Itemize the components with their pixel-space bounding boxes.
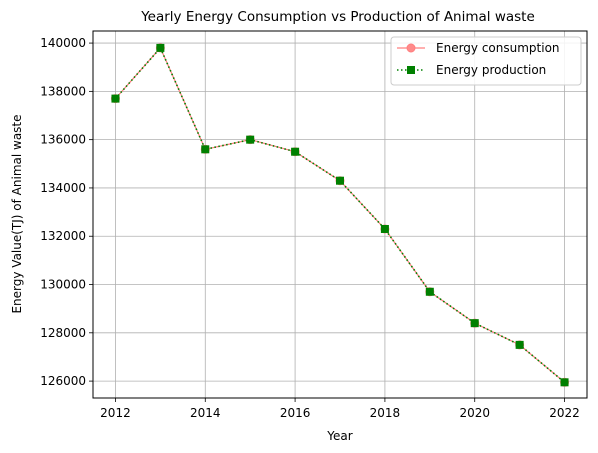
- legend-marker-consumption: [406, 43, 416, 53]
- y-tick-label: 140000: [40, 36, 86, 50]
- x-tick-label: 2012: [100, 406, 131, 420]
- data-point: [470, 319, 479, 328]
- data-point: [201, 145, 210, 154]
- chart-title: Yearly Energy Consumption vs Production …: [140, 9, 535, 25]
- series-layer: [110, 43, 570, 387]
- data-point: [156, 43, 165, 52]
- data-point: [336, 176, 344, 185]
- series-production: [111, 43, 569, 387]
- y-tick-label: 134000: [40, 181, 86, 195]
- data-point: [246, 135, 255, 144]
- legend-entry-production: Energy production: [397, 63, 546, 77]
- x-tick-label: 2022: [549, 406, 580, 420]
- legend-label-production: Energy production: [436, 63, 546, 77]
- grid: [93, 31, 587, 398]
- data-point: [111, 94, 120, 103]
- x-tick-label: 2020: [459, 406, 490, 420]
- series-consumption: [110, 43, 570, 387]
- legend-label-consumption: Energy consumption: [436, 41, 560, 55]
- legend: Energy consumption Energy production: [390, 36, 582, 86]
- series-line: [115, 46, 565, 383]
- y-tick-label: 132000: [40, 229, 86, 243]
- y-tick-label: 126000: [40, 374, 86, 388]
- y-tick-label: 136000: [40, 133, 86, 147]
- y-axis: 126000 128000 130000 132000 134000 136000 1380…: [40, 36, 93, 388]
- x-tick-label: 2016: [280, 406, 311, 420]
- legend-entry-consumption: Energy consumption: [397, 41, 560, 55]
- plot-frame: [92, 30, 588, 399]
- data-point: [560, 378, 569, 387]
- y-tick-label: 128000: [40, 326, 86, 340]
- x-tick-label: 2018: [370, 406, 401, 420]
- data-point: [291, 147, 300, 156]
- x-axis: 2012 2014 2016 2018 2020 2022: [100, 398, 580, 420]
- legend-marker-production: [407, 66, 415, 74]
- x-tick-label: 2014: [190, 406, 221, 420]
- data-point: [515, 340, 524, 349]
- y-tick-label: 138000: [40, 84, 86, 98]
- data-point: [380, 224, 389, 233]
- x-axis-label: Year: [326, 429, 352, 443]
- y-axis-label: Energy Value(TJ) of Animal waste: [10, 114, 24, 313]
- y-tick-label: 130000: [40, 278, 86, 292]
- legend-frame: [390, 36, 582, 86]
- data-point: [425, 287, 434, 296]
